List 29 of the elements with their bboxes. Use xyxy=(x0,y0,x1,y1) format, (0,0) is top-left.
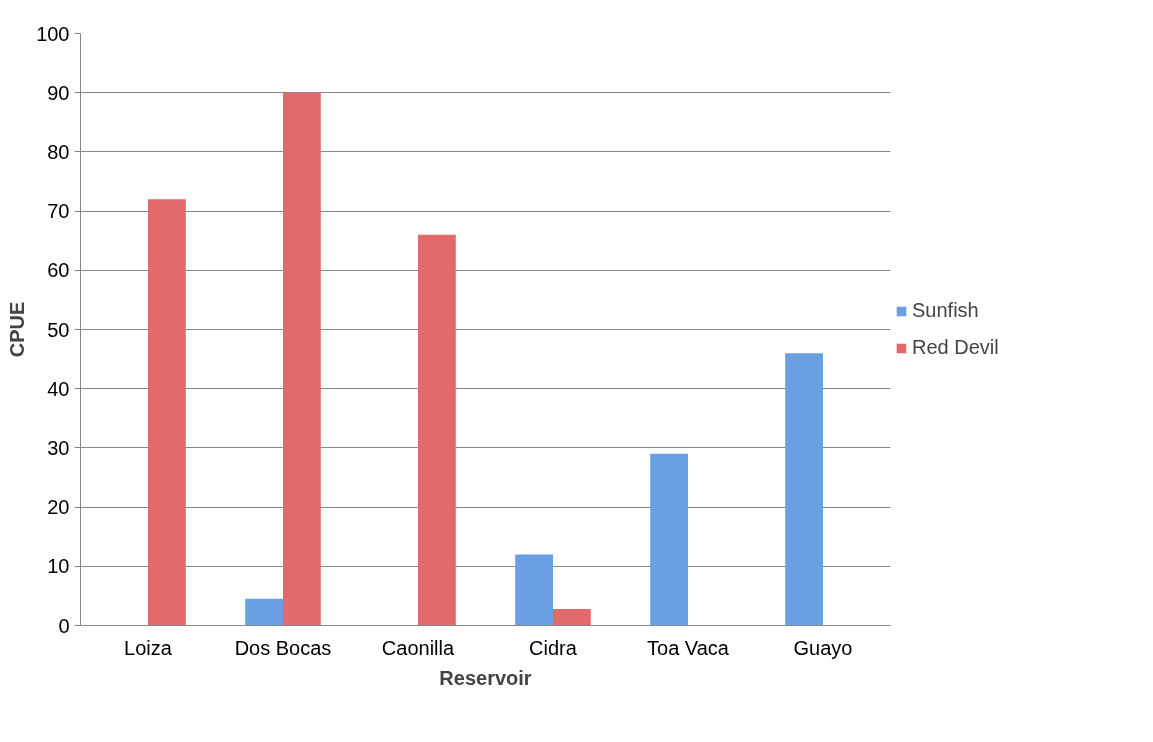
y-tick-label: 100 xyxy=(36,22,70,45)
bar xyxy=(785,353,823,626)
legend-label: Sunfish xyxy=(912,299,979,322)
y-tick-label: 10 xyxy=(47,555,70,578)
y-tick-label: 90 xyxy=(47,81,70,104)
bar xyxy=(553,608,591,626)
y-tick-label: 60 xyxy=(47,259,70,282)
y-tick-label: 50 xyxy=(47,318,70,341)
x-tick-label: Loiza xyxy=(124,636,173,659)
x-tick-label: Dos Bocas xyxy=(234,636,332,659)
y-tick-label: 70 xyxy=(47,200,70,223)
bar xyxy=(515,554,553,626)
legend-label: Red Devil xyxy=(912,336,999,359)
x-tick-label: Toa Vaca xyxy=(647,636,730,659)
x-tick-label: Caonilla xyxy=(381,636,456,659)
y-tick-label: 20 xyxy=(47,496,70,519)
bar xyxy=(650,453,688,626)
bar xyxy=(148,199,186,626)
y-tick-label: 80 xyxy=(47,140,70,163)
y-tick-label: 30 xyxy=(47,436,70,459)
bar xyxy=(283,92,321,626)
x-axis-title: Reservoir xyxy=(439,666,532,689)
bar xyxy=(418,234,456,626)
y-tick-label: 0 xyxy=(58,614,70,637)
bar xyxy=(245,598,283,626)
y-tick-label: 40 xyxy=(47,377,70,400)
y-axis-title: CPUE xyxy=(6,301,29,358)
x-tick-label: Cidra xyxy=(529,636,578,659)
x-tick-label: Guayo xyxy=(793,636,853,659)
